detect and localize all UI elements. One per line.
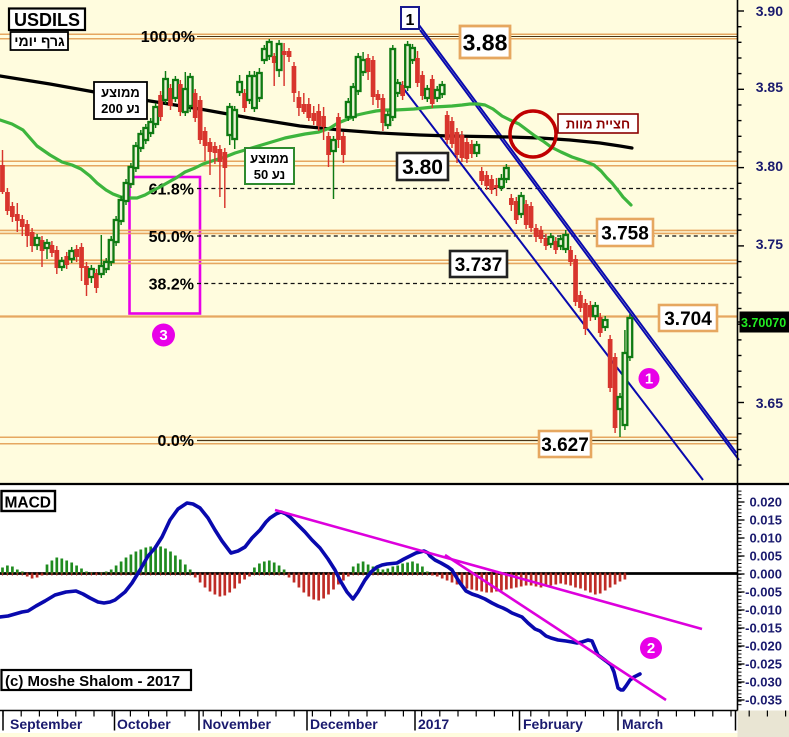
- svg-text:2: 2: [647, 640, 655, 657]
- svg-text:-0.020: -0.020: [745, 639, 782, 654]
- svg-text:1: 1: [406, 12, 415, 29]
- svg-text:December: December: [310, 716, 378, 732]
- svg-text:0.020: 0.020: [749, 495, 782, 510]
- svg-text:100.0%: 100.0%: [141, 29, 195, 46]
- svg-text:November: November: [203, 716, 272, 732]
- svg-text:3.737: 3.737: [455, 255, 503, 276]
- svg-text:50 נע: 50 נע: [254, 167, 285, 182]
- svg-text:March: March: [622, 716, 663, 732]
- svg-text:ממוצע: ממוצע: [250, 151, 289, 166]
- svg-text:3.80: 3.80: [402, 156, 443, 179]
- svg-text:3.75: 3.75: [756, 236, 783, 252]
- svg-text:-0.010: -0.010: [745, 603, 782, 618]
- svg-text:50.0%: 50.0%: [149, 229, 194, 246]
- svg-text:(c) Moshe Shalom - 2017: (c) Moshe Shalom - 2017: [5, 673, 180, 690]
- svg-text:0.010: 0.010: [749, 531, 782, 546]
- svg-text:3.70070: 3.70070: [741, 316, 786, 330]
- svg-text:0.0%: 0.0%: [158, 433, 194, 450]
- svg-text:3.627: 3.627: [541, 435, 589, 456]
- svg-text:3.85: 3.85: [756, 79, 783, 95]
- svg-text:חציית מוות: חציית מוות: [566, 117, 630, 132]
- svg-text:3.80: 3.80: [756, 158, 783, 174]
- svg-text:0.005: 0.005: [749, 549, 782, 564]
- svg-text:3: 3: [159, 327, 167, 344]
- svg-text:-0.025: -0.025: [745, 657, 782, 672]
- svg-text:MACD: MACD: [5, 495, 52, 512]
- svg-text:200 נע: 200 נע: [101, 101, 140, 116]
- svg-text:October: October: [117, 716, 171, 732]
- svg-text:-0.015: -0.015: [745, 621, 782, 636]
- svg-text:February: February: [523, 716, 583, 732]
- svg-text:38.2%: 38.2%: [149, 277, 194, 294]
- svg-text:3.88: 3.88: [463, 29, 508, 55]
- svg-text:2017: 2017: [418, 716, 449, 732]
- svg-text:0.015: 0.015: [749, 513, 782, 528]
- svg-text:3.65: 3.65: [756, 395, 783, 411]
- svg-text:1: 1: [645, 371, 653, 388]
- svg-text:-0.035: -0.035: [745, 693, 782, 708]
- svg-text:3.758: 3.758: [601, 223, 649, 244]
- svg-text:-0.030: -0.030: [745, 675, 782, 690]
- svg-text:-0.005: -0.005: [745, 585, 782, 600]
- svg-text:גרף יומי: גרף יומי: [14, 33, 65, 49]
- svg-text:USDILS: USDILS: [14, 10, 80, 30]
- svg-text:3.704: 3.704: [664, 309, 712, 330]
- svg-text:September: September: [10, 716, 83, 732]
- svg-text:0.000: 0.000: [749, 567, 782, 582]
- svg-text:ממוצע: ממוצע: [101, 85, 140, 100]
- svg-text:3.90: 3.90: [756, 3, 783, 19]
